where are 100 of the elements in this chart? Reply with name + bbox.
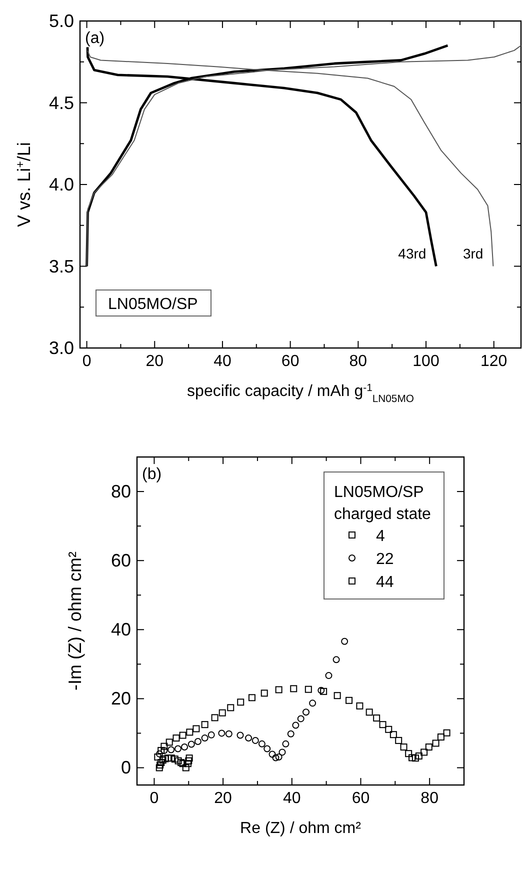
- point: [415, 752, 422, 760]
- x-tick-label: 40: [282, 790, 301, 807]
- x-tick-label: 40: [214, 353, 232, 370]
- x-tick-label: 60: [281, 353, 300, 370]
- y-tick-label: 40: [110, 620, 131, 640]
- x-tick-label: 0: [82, 353, 92, 370]
- point: [154, 754, 162, 761]
- series-label: 3rd: [462, 245, 484, 262]
- y-tick-label: 3.0: [48, 338, 74, 358]
- x-tick-label: 60: [352, 790, 370, 807]
- y-tick-label: 60: [110, 550, 131, 571]
- legend-label: 4: [376, 528, 385, 545]
- point: [201, 721, 208, 728]
- point: [172, 734, 180, 742]
- point: [236, 732, 244, 739]
- x-tick-label: 100: [412, 353, 440, 370]
- point: [171, 756, 178, 763]
- point: [332, 656, 340, 664]
- point: [192, 725, 200, 732]
- point: [201, 734, 208, 742]
- y-tick-label: 4.0: [48, 174, 74, 194]
- point: [156, 761, 164, 768]
- y-tick-label: 5.0: [48, 11, 74, 31]
- point: [309, 700, 316, 707]
- point: [275, 686, 282, 694]
- point: [346, 696, 353, 704]
- x-tick-label: 80: [420, 790, 439, 807]
- point: [158, 759, 165, 766]
- point: [186, 754, 193, 762]
- y-axis-title: -Im (Z) / ohm cm²: [65, 552, 85, 690]
- point: [164, 754, 172, 762]
- legend-label: 44: [376, 574, 394, 591]
- point: [290, 685, 298, 692]
- legend-title: LN05MO/SP charged state: [334, 484, 432, 523]
- point: [302, 708, 310, 716]
- x-tick-label: 0: [150, 790, 159, 807]
- point: [325, 672, 332, 680]
- point: [287, 730, 294, 738]
- point: [373, 714, 380, 722]
- point: [185, 757, 192, 764]
- point: [237, 698, 244, 706]
- point: [432, 740, 440, 747]
- point: [443, 729, 450, 736]
- point: [275, 754, 282, 761]
- x-tick-label: 20: [146, 353, 164, 370]
- point: [168, 746, 175, 754]
- point: [181, 744, 188, 751]
- point: [268, 750, 276, 758]
- point: [282, 740, 290, 748]
- point: [272, 754, 280, 762]
- point: [341, 638, 348, 645]
- point: [162, 755, 169, 762]
- annotation: (b): [142, 466, 162, 483]
- point: [179, 732, 186, 739]
- point: [186, 728, 194, 736]
- point: [320, 688, 328, 695]
- point: [405, 750, 412, 758]
- series-label: 43rd: [398, 245, 426, 262]
- point: [194, 738, 202, 745]
- point: [156, 750, 163, 758]
- y-tick-label: 80: [110, 482, 131, 502]
- point: [158, 746, 165, 754]
- y-tick-label: 20: [110, 688, 131, 709]
- point: [159, 756, 166, 764]
- point: [395, 736, 402, 744]
- point: [390, 731, 397, 738]
- x-tick-label: 120: [480, 353, 508, 370]
- point: [278, 748, 286, 756]
- annotation: LN05MO/SP: [108, 296, 198, 313]
- point: [168, 754, 175, 762]
- point: [227, 704, 234, 712]
- point: [174, 745, 182, 752]
- point: [211, 714, 218, 722]
- x-axis-title: Re (Z) / ohm cm²: [240, 820, 362, 837]
- point: [156, 764, 163, 772]
- point: [292, 722, 300, 729]
- point: [356, 702, 364, 710]
- point: [412, 754, 419, 762]
- point: [166, 738, 173, 746]
- point: [366, 708, 373, 716]
- point: [182, 764, 190, 772]
- point: [334, 692, 341, 700]
- point: [258, 740, 266, 748]
- point: [248, 694, 256, 702]
- point: [218, 709, 226, 716]
- point: [420, 748, 428, 756]
- point: [208, 731, 215, 738]
- x-tick-label: 80: [349, 353, 368, 370]
- point: [297, 715, 304, 722]
- point: [385, 726, 392, 733]
- point: [245, 734, 252, 742]
- point: [188, 740, 195, 748]
- point: [218, 730, 226, 737]
- point: [304, 686, 312, 693]
- point: [160, 742, 168, 750]
- point: [408, 754, 416, 762]
- point: [318, 686, 325, 694]
- point: [260, 690, 268, 697]
- point: [264, 745, 271, 752]
- y-tick-label: 4.5: [48, 92, 74, 113]
